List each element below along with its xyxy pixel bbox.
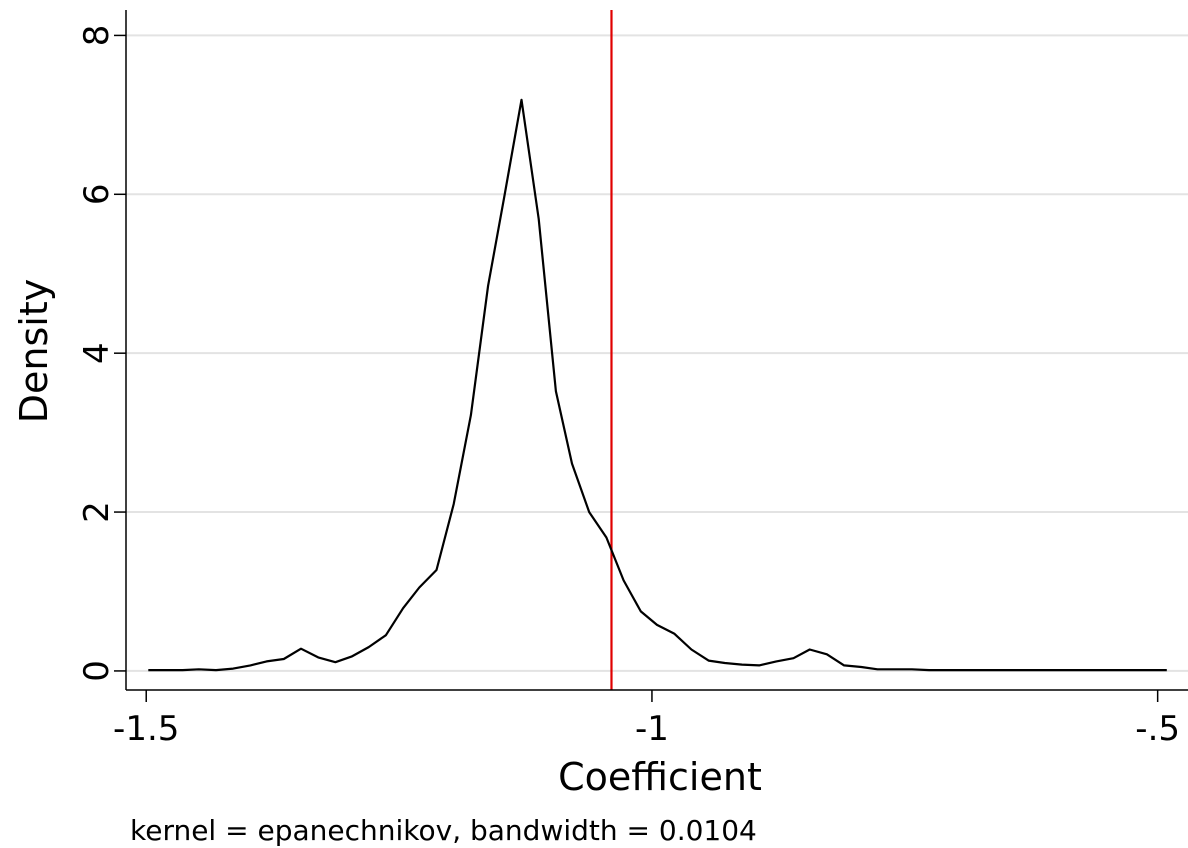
- tick-marks: 0 2 4 6 8 -1.5 -1 -.5: [77, 25, 1180, 749]
- axes: [125, 10, 1188, 691]
- x-tick-label-0: -1.5: [113, 709, 179, 749]
- y-tick-label-4: 8: [77, 25, 117, 47]
- density-series: [148, 98, 1167, 672]
- x-tick-label-2: -.5: [1135, 709, 1180, 749]
- y-tick-label-3: 6: [77, 183, 117, 205]
- y-tick-label-1: 2: [77, 501, 117, 523]
- x-tick-label-1: -1: [635, 709, 669, 749]
- x-axis-title: Coefficient: [558, 755, 762, 799]
- y-tick-label-2: 4: [77, 342, 117, 364]
- grid-lines: [126, 34, 1188, 672]
- kernel-note: kernel = epanechnikov, bandwidth = 0.010…: [130, 814, 757, 847]
- y-axis-title: Density: [12, 279, 56, 423]
- density-curve-0: [148, 98, 1167, 672]
- y-tick-label-0: 0: [77, 660, 117, 682]
